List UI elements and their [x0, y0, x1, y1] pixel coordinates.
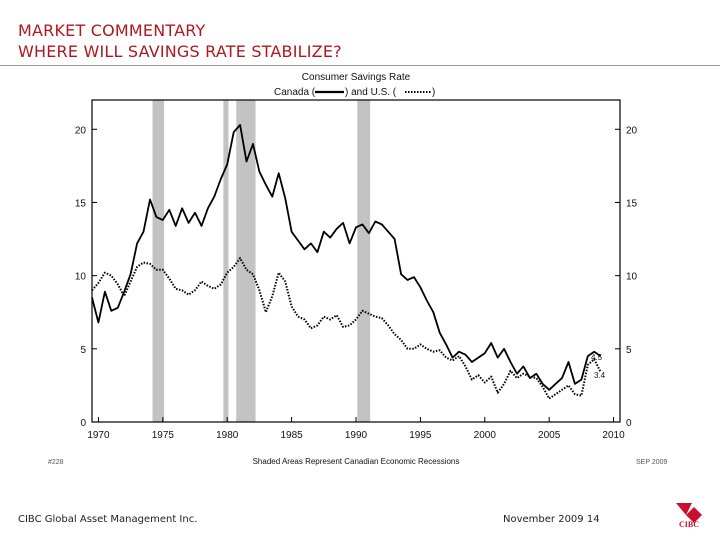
end-label-us: 3.4	[594, 371, 606, 380]
recession-note: Shaded Areas Represent Canadian Economic…	[253, 457, 460, 466]
x-tick-label-1975: 1975	[152, 430, 175, 441]
recession-band-2	[236, 100, 256, 422]
recession-band-1	[223, 100, 229, 422]
legend-label-us: ) and U.S. (	[345, 87, 397, 98]
legend-label-canada: Canada (	[274, 87, 316, 98]
series-lines	[91, 124, 602, 400]
x-tick-label-2000: 2000	[474, 430, 497, 441]
page-title-line1: MARKET COMMENTARY	[18, 21, 206, 40]
header-divider	[0, 65, 720, 66]
x-tick-label-1970: 1970	[87, 430, 110, 441]
chart-title: Consumer Savings Rate	[302, 72, 411, 83]
y-tick-label-left-5: 5	[80, 345, 86, 356]
recession-band-0	[152, 100, 165, 422]
y-tick-label-right-10: 10	[626, 272, 638, 283]
logo-text: CIBC	[679, 520, 699, 529]
y-tick-label-left-0: 0	[80, 418, 86, 429]
logo-triangle-top	[676, 503, 692, 515]
y-tick-label-right-0: 0	[626, 418, 632, 429]
logo-diamond	[686, 507, 702, 523]
x-tick-label-2005: 2005	[538, 430, 561, 441]
legend-label-close: )	[432, 87, 435, 98]
series-line-canada	[91, 124, 602, 391]
y-tick-label-left-10: 10	[75, 272, 87, 283]
x-tick-label-1985: 1985	[280, 430, 303, 441]
y-tick-label-right-5: 5	[626, 345, 632, 356]
cibc-logo: CIBC	[676, 503, 702, 529]
series-line-us	[91, 257, 602, 400]
chart-date-note: SEP 2009	[636, 459, 668, 466]
y-tick-label-left-20: 20	[75, 125, 87, 136]
footer-company: CIBC Global Asset Management Inc.	[18, 514, 198, 525]
x-tick-label-2010: 2010	[602, 430, 625, 441]
plot-frame	[91, 99, 621, 423]
x-tick-label-1995: 1995	[409, 430, 432, 441]
recession-band-3	[357, 100, 371, 422]
end-label-canada: 4.5	[591, 353, 603, 362]
footer-date-page: November 2009 14	[503, 514, 600, 525]
y-tick-label-right-20: 20	[626, 125, 638, 136]
y-tick-label-right-15: 15	[626, 198, 638, 209]
page-title-line2: WHERE WILL SAVINGS RATE STABILIZE?	[18, 42, 342, 61]
y-tick-label-left-15: 15	[75, 198, 87, 209]
x-tick-label-1990: 1990	[345, 430, 368, 441]
x-tick-label-1980: 1980	[216, 430, 239, 441]
chart-note-left: #228	[48, 459, 64, 466]
recession-shading	[152, 100, 371, 422]
chart-legend: Canada ( ) and U.S. ( )	[274, 87, 435, 98]
